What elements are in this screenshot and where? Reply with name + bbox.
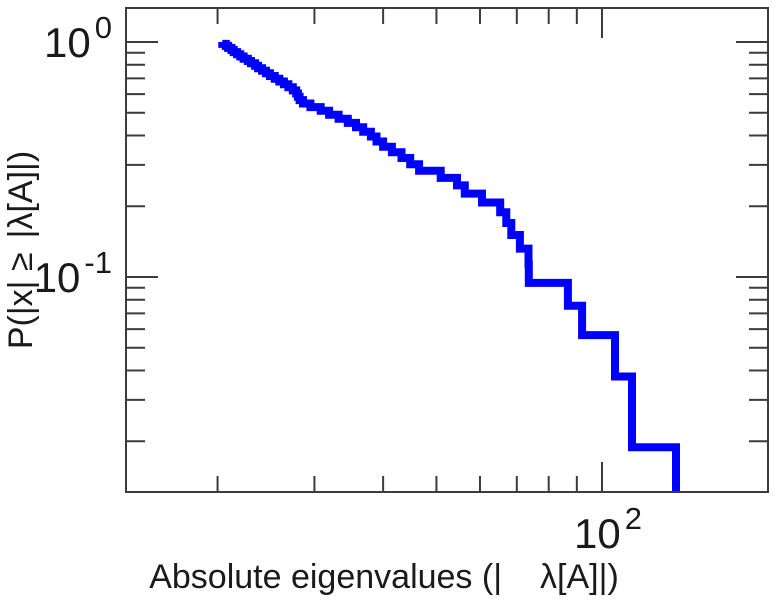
x-tick-label: 10 2 [574, 501, 642, 557]
plot-border [125, 7, 769, 493]
y-axis-title: P(|x| ≥|λ[A]|) [2, 151, 40, 349]
y-tick-label: 10 -1 [34, 245, 112, 301]
tick-labels: 10 0 10 -1 10 2 [34, 10, 642, 557]
x-axis-title: Absolute eigenvalues (| λ[A]|) [149, 558, 619, 596]
y-tick-label: 10 0 [44, 10, 112, 66]
axis-ticks [126, 8, 768, 492]
ccdf-curve [218, 39, 680, 492]
